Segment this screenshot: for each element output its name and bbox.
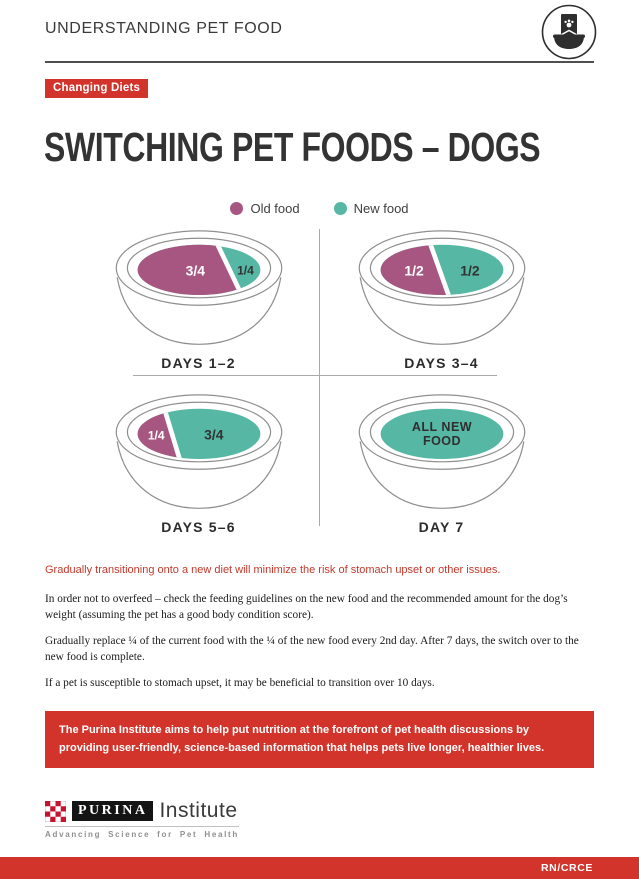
grid-divider-vertical — [319, 229, 320, 526]
legend: Old food New food — [0, 201, 639, 216]
new-food-portion — [380, 408, 503, 460]
bowl-graphic-days-3-4: 1/2 1/2 — [358, 230, 525, 345]
body-text: In order not to overfeed – check the fee… — [45, 591, 594, 701]
legend-label-new: New food — [353, 201, 409, 216]
old-fraction-label: 3/4 — [185, 262, 205, 278]
body-paragraph: In order not to overfeed – check the fee… — [45, 593, 568, 622]
old-food-dot-icon — [230, 202, 244, 215]
new-fraction-label: 1/2 — [460, 262, 480, 278]
callout-box: The Purina Institute aims to help put nu… — [45, 711, 594, 769]
purina-institute-logo: PURINA Institute Advancing Science for P… — [45, 799, 239, 839]
logo-tagline: Advancing Science for Pet Health — [45, 826, 239, 839]
old-food-portion — [380, 244, 468, 296]
bowl-cell-days-5-6: 1/4 3/4 DAYS 5–6 — [77, 391, 320, 535]
bowl-cell-day-7: ALL NEW FOOD DAY 7 — [320, 391, 563, 535]
header-divider — [45, 61, 594, 63]
page-title: SWITCHING PET FOODS – DOGS — [44, 124, 541, 170]
old-food-portion — [137, 244, 260, 296]
bowl-label: DAYS 5–6 — [161, 519, 236, 535]
bowl-graphic-days-1-2: 3/4 1/4 — [115, 230, 282, 345]
bowl-label: DAYS 1–2 — [161, 355, 236, 371]
bowl-label: DAYS 3–4 — [404, 355, 479, 371]
bowl-grid: 3/4 1/4 DAYS 1–2 1/2 1/2 DAYS 3–4 — [77, 227, 563, 535]
legend-item-new-food: New food — [333, 201, 409, 216]
section-badge: Changing Diets — [45, 79, 149, 98]
old-fraction-label: 1/4 — [147, 428, 164, 442]
new-food-dot-icon — [333, 202, 347, 215]
bowl-cell-days-1-2: 3/4 1/4 DAYS 1–2 — [77, 227, 320, 371]
bowl-label: DAY 7 — [418, 519, 465, 535]
bowl-graphic-days-5-6: 1/4 3/4 — [115, 394, 282, 509]
purina-checkerboard-icon — [45, 800, 66, 822]
new-fraction-label: 3/4 — [204, 426, 224, 442]
body-paragraph: Gradually replace ¼ of the current food … — [45, 635, 579, 664]
all-new-food-label-line2: FOOD — [422, 434, 460, 448]
header-title: UNDERSTANDING PET FOOD — [45, 20, 283, 37]
old-fraction-label: 1/2 — [404, 262, 424, 278]
body-paragraph: If a pet is susceptible to stomach upset… — [45, 677, 435, 690]
institute-wordmark: Institute — [159, 799, 238, 822]
legend-item-old-food: Old food — [230, 201, 300, 216]
legend-label-old: Old food — [250, 201, 300, 216]
logo-row: PURINA Institute — [45, 799, 239, 823]
new-fraction-label: 1/4 — [237, 264, 254, 278]
bowl-cell-days-3-4: 1/2 1/2 DAYS 3–4 — [320, 227, 563, 371]
footer-bar: RN/CRCE — [0, 857, 639, 879]
bowl-graphic-day-7: ALL NEW FOOD — [358, 394, 525, 509]
all-new-food-label-line1: ALL NEW — [411, 420, 471, 434]
grid-divider-horizontal — [133, 375, 497, 376]
highlight-text: Gradually transitioning onto a new diet … — [45, 564, 501, 576]
purina-wordmark: PURINA — [72, 800, 154, 822]
pet-food-bowl-icon — [541, 4, 597, 60]
